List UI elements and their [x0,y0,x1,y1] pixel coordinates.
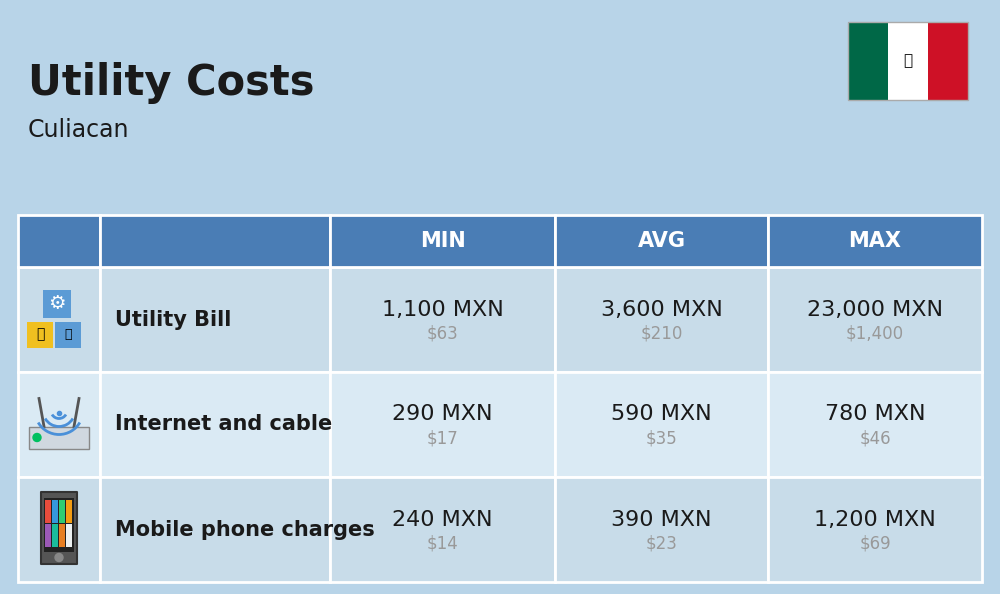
Text: 🔌: 🔌 [36,327,44,342]
Bar [55,321,81,347]
Text: $1,400: $1,400 [846,324,904,343]
Bar [100,372,330,477]
Text: AVG: AVG [638,231,686,251]
Bar [100,477,330,582]
Bar [66,523,72,546]
Bar [45,523,51,546]
Text: 1,100 MXN: 1,100 MXN [382,299,503,320]
Bar [43,289,71,318]
Bar [888,22,928,100]
Text: 🚿: 🚿 [64,328,72,341]
Bar [18,215,100,267]
Bar [768,372,982,477]
Bar [18,372,100,477]
Text: 290 MXN: 290 MXN [392,405,493,425]
Bar [52,500,58,523]
Bar [555,267,768,372]
Text: $46: $46 [859,429,891,447]
Text: $69: $69 [859,535,891,552]
Bar [768,215,982,267]
Bar [928,22,968,100]
Bar [44,498,74,551]
Bar [555,477,768,582]
Bar [555,372,768,477]
Text: 🦅: 🦅 [903,53,913,68]
Bar [52,523,58,546]
Bar [66,500,72,523]
Text: MIN: MIN [420,231,465,251]
Bar [555,215,768,267]
Bar [29,426,89,448]
Text: 3,600 MXN: 3,600 MXN [601,299,722,320]
Bar [848,22,968,100]
Bar [768,477,982,582]
Bar [768,267,982,372]
Text: $35: $35 [646,429,677,447]
Text: Utility Bill: Utility Bill [115,309,231,330]
Text: $210: $210 [640,324,683,343]
Text: MAX: MAX [848,231,902,251]
Bar [848,22,888,100]
Text: $23: $23 [646,535,677,552]
Bar [330,477,555,582]
Bar [100,267,330,372]
Text: $17: $17 [427,429,458,447]
Text: 240 MXN: 240 MXN [392,510,493,529]
Bar [18,477,100,582]
Text: 590 MXN: 590 MXN [611,405,712,425]
Circle shape [33,434,41,441]
Bar [18,267,100,372]
Bar [330,215,555,267]
Bar [330,372,555,477]
Bar [27,321,53,347]
Bar [330,267,555,372]
Text: Internet and cable: Internet and cable [115,415,332,434]
Bar [45,500,51,523]
Bar [41,491,77,564]
Text: $14: $14 [427,535,458,552]
Bar [100,215,330,267]
Text: 23,000 MXN: 23,000 MXN [807,299,943,320]
Text: ⚙: ⚙ [48,294,66,313]
Text: 780 MXN: 780 MXN [825,405,925,425]
Circle shape [55,554,63,561]
Text: Utility Costs: Utility Costs [28,62,314,104]
Text: Mobile phone charges: Mobile phone charges [115,520,375,539]
Bar [59,500,65,523]
Bar [59,523,65,546]
Text: 1,200 MXN: 1,200 MXN [814,510,936,529]
Text: 390 MXN: 390 MXN [611,510,712,529]
Text: $63: $63 [427,324,458,343]
Text: Culiacan: Culiacan [28,118,130,142]
